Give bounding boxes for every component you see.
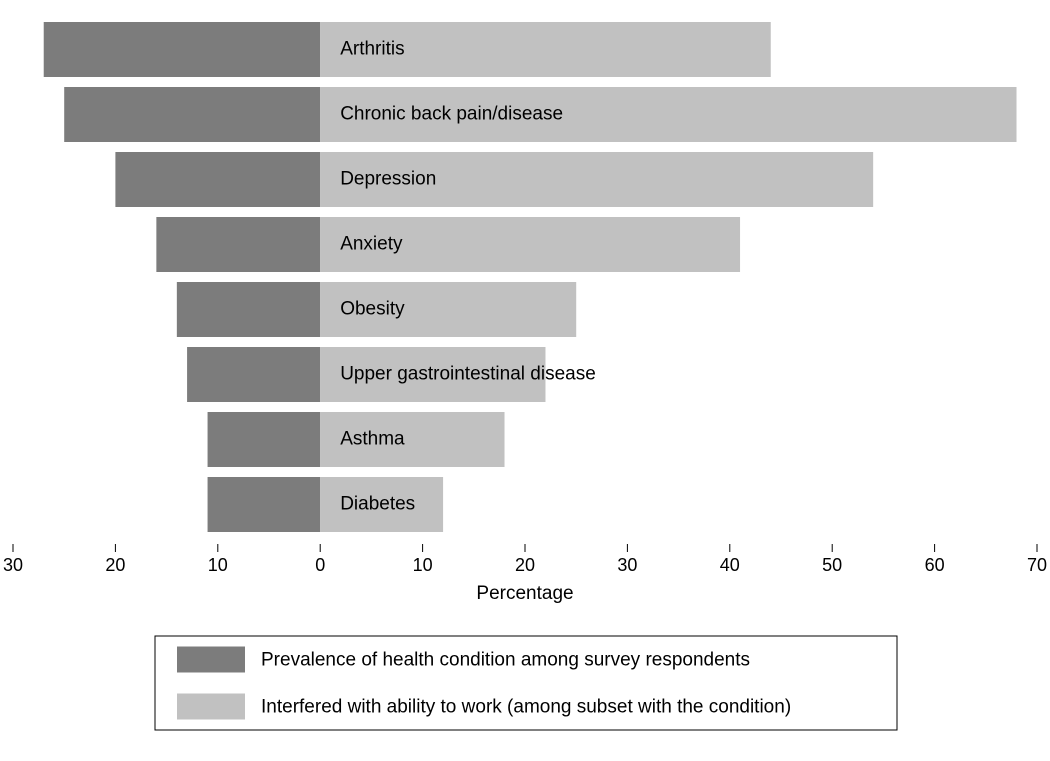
x-tick-label: 10 (413, 555, 433, 575)
category-label: Depression (340, 169, 436, 190)
bar-left (187, 347, 320, 402)
category-label: Anxiety (340, 234, 403, 255)
x-tick-label: 70 (1027, 555, 1047, 575)
bar-left (177, 282, 320, 337)
bar-left (208, 412, 321, 467)
bar-left (115, 152, 320, 207)
legend-label: Interfered with ability to work (among s… (261, 697, 791, 718)
bar-left (156, 217, 320, 272)
chart-container: Arthritis Chronic back pain/disease Depres… (0, 0, 1050, 761)
x-tick-label: 20 (515, 555, 535, 575)
x-tick-label: 60 (925, 555, 945, 575)
bar-left (64, 87, 320, 142)
category-label: Chronic back pain/disease (340, 104, 563, 125)
diverging-bar-chart: Arthritis Chronic back pain/disease Depres… (0, 0, 1050, 761)
bar-left (44, 22, 320, 77)
x-tick-label: 0 (315, 555, 325, 575)
bar-left (208, 477, 321, 532)
category-label: Upper gastrointestinal disease (340, 364, 596, 385)
category-label: Arthritis (340, 39, 404, 60)
legend-swatch (177, 647, 245, 673)
x-tick-label: 30 (3, 555, 23, 575)
x-tick-label: 20 (105, 555, 125, 575)
category-label: Obesity (340, 299, 405, 320)
x-tick-label: 10 (208, 555, 228, 575)
x-tick-label: 50 (822, 555, 842, 575)
legend-swatch (177, 694, 245, 720)
legend-label: Prevalence of health condition among sur… (261, 650, 750, 671)
x-tick-label: 40 (720, 555, 740, 575)
x-axis-title: Percentage (476, 583, 573, 604)
x-tick-label: 30 (617, 555, 637, 575)
category-label: Diabetes (340, 494, 415, 515)
category-label: Asthma (340, 429, 405, 450)
